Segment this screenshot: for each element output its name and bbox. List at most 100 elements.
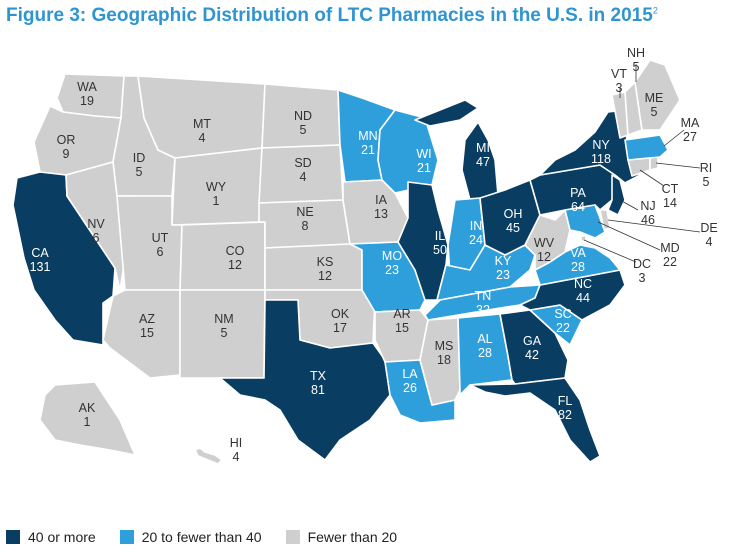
state-shape-nj <box>607 174 626 216</box>
leader-line-ct <box>639 169 665 187</box>
state-value-ar: 15 <box>395 321 409 335</box>
state-shapes <box>12 59 681 465</box>
state-value-nj: 46 <box>641 213 655 227</box>
state-value-il: 50 <box>433 243 447 257</box>
state-value-ny: 118 <box>591 152 611 166</box>
state-label-va: VA <box>570 246 586 260</box>
state-shape-me <box>634 59 681 131</box>
state-value-mt: 4 <box>199 131 206 145</box>
state-value-wi: 21 <box>417 161 431 175</box>
legend-item-high: 40 or more <box>6 529 96 545</box>
state-value-la: 26 <box>403 381 417 395</box>
state-label-wi: WI <box>416 147 431 161</box>
legend-item-low: Fewer than 20 <box>285 529 398 545</box>
state-label-mn: MN <box>358 129 377 143</box>
state-label-ut: UT <box>152 231 169 245</box>
state-label-nh: NH <box>627 46 645 60</box>
leader-line-dc <box>583 239 637 263</box>
state-shape-wi <box>377 109 439 194</box>
state-value-tn: 32 <box>476 303 490 317</box>
state-label-az: AZ <box>139 312 155 326</box>
state-label-wa: WA <box>77 80 97 94</box>
state-label-ma: MA <box>681 116 700 130</box>
state-shape-ri <box>649 156 659 171</box>
state-label-wy: WY <box>206 180 227 194</box>
state-value-hi: 4 <box>233 450 240 464</box>
us-map: WA19OR9CA131ID5NV6MT4WY1UT6AZ15CO12NM5ND… <box>12 46 718 465</box>
state-label-ak: AK <box>79 401 96 415</box>
title-footnote: 2 <box>652 5 658 16</box>
state-value-wy: 1 <box>213 194 220 208</box>
state-label-ga: GA <box>523 334 542 348</box>
state-label-or: OR <box>57 133 76 147</box>
state-label-mt: MT <box>193 117 211 131</box>
state-value-ne: 8 <box>302 219 309 233</box>
state-value-wa: 19 <box>80 94 94 108</box>
legend-label-high: 40 or more <box>28 529 96 545</box>
state-value-nh: 5 <box>633 60 640 74</box>
state-label-in: IN <box>470 219 483 233</box>
state-value-oh: 45 <box>506 221 520 235</box>
state-value-ri: 5 <box>703 175 710 189</box>
state-value-mi: 47 <box>476 155 490 169</box>
state-label-co: CO <box>226 244 245 258</box>
state-shape-fl <box>469 377 601 463</box>
state-label-sc: SC <box>554 307 571 321</box>
state-shape-ks <box>264 243 363 291</box>
state-label-la: LA <box>402 367 418 381</box>
state-value-ia: 13 <box>374 207 388 221</box>
state-value-id: 5 <box>136 165 143 179</box>
state-value-va: 28 <box>571 260 585 274</box>
leader-line-md <box>597 221 661 251</box>
state-value-mn: 21 <box>361 143 375 157</box>
state-value-nv: 6 <box>93 231 100 245</box>
state-label-nm: NM <box>214 312 233 326</box>
state-value-nd: 5 <box>300 123 307 137</box>
state-label-ks: KS <box>317 255 334 269</box>
state-value-co: 12 <box>228 258 242 272</box>
state-shape-hi <box>194 447 223 465</box>
state-label-ky: KY <box>495 254 512 268</box>
state-labels: WA19OR9CA131ID5NV6MT4WY1UT6AZ15CO12NM5ND… <box>30 46 718 464</box>
state-value-tx: 81 <box>311 383 325 397</box>
state-shape-ak <box>39 381 136 456</box>
leader-line-ma <box>663 129 685 147</box>
state-shape-tx <box>219 299 391 461</box>
state-label-de: DE <box>700 221 717 235</box>
leader-line-nj <box>619 199 639 211</box>
figure-title: Figure 3: Geographic Distribution of LTC… <box>6 5 658 27</box>
legend-label-low: Fewer than 20 <box>307 529 398 545</box>
state-label-ne: NE <box>296 205 313 219</box>
state-value-ak: 1 <box>84 415 91 429</box>
state-value-mo: 23 <box>385 263 399 277</box>
state-value-al: 28 <box>478 346 492 360</box>
state-value-ca: 131 <box>30 260 51 274</box>
state-shape-md <box>564 204 606 239</box>
state-label-vt: VT <box>611 67 627 81</box>
state-value-ga: 42 <box>525 348 539 362</box>
state-label-hi: HI <box>230 436 243 450</box>
state-label-nc: NC <box>574 277 592 291</box>
state-label-tn: TN <box>475 289 492 303</box>
state-label-al: AL <box>477 332 492 346</box>
state-label-ia: IA <box>375 193 387 207</box>
state-value-az: 15 <box>140 326 154 340</box>
state-shape-mi <box>414 99 499 201</box>
state-label-il: IL <box>435 229 445 243</box>
state-label-md: MD <box>660 241 679 255</box>
state-value-ok: 17 <box>333 321 347 335</box>
state-label-ny: NY <box>592 138 610 152</box>
state-label-me: ME <box>645 91 664 105</box>
state-label-mi: MI <box>476 141 490 155</box>
state-value-ct: 14 <box>663 196 677 210</box>
state-label-nj: NJ <box>640 199 655 213</box>
state-label-pa: PA <box>570 186 586 200</box>
state-value-or: 9 <box>63 147 70 161</box>
legend-swatch-low <box>285 530 300 544</box>
state-label-ca: CA <box>31 246 49 260</box>
state-shape-wv <box>524 209 571 271</box>
state-label-fl: FL <box>558 394 573 408</box>
state-label-ar: AR <box>393 307 410 321</box>
state-value-pa: 64 <box>571 200 585 214</box>
state-label-sd: SD <box>294 156 311 170</box>
